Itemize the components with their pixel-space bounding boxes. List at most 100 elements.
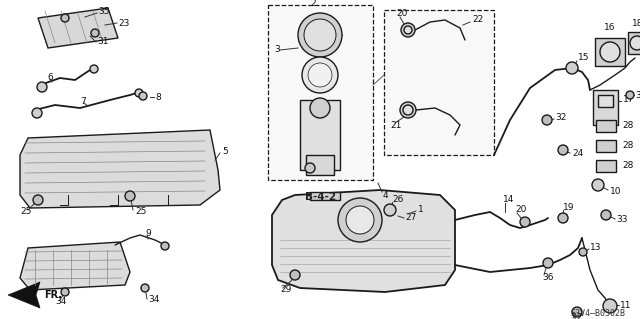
Text: 35: 35	[98, 6, 109, 16]
Circle shape	[592, 179, 604, 191]
Bar	[300, 100, 340, 170]
Text: 28: 28	[622, 161, 634, 170]
Bar	[268, 5, 373, 180]
Polygon shape	[20, 242, 130, 290]
Circle shape	[558, 213, 568, 223]
Polygon shape	[8, 282, 40, 308]
Circle shape	[630, 36, 640, 50]
Bar	[596, 140, 616, 152]
Circle shape	[400, 102, 416, 118]
Circle shape	[543, 258, 553, 268]
Circle shape	[346, 206, 374, 234]
Bar	[596, 120, 616, 132]
Circle shape	[298, 13, 342, 57]
Circle shape	[308, 63, 332, 87]
Text: 36: 36	[542, 273, 554, 283]
Text: 31: 31	[97, 38, 109, 47]
Circle shape	[566, 62, 578, 74]
Bar	[310, 192, 340, 200]
Text: 8: 8	[155, 93, 161, 101]
Circle shape	[401, 23, 415, 37]
Text: 4: 4	[383, 190, 388, 199]
Text: 23: 23	[118, 19, 129, 27]
Polygon shape	[38, 8, 118, 48]
Circle shape	[404, 26, 412, 34]
Bar	[628, 32, 640, 54]
Bar	[596, 160, 616, 172]
Text: 32: 32	[555, 114, 566, 122]
Circle shape	[558, 145, 568, 155]
Circle shape	[338, 198, 382, 242]
Text: FR.: FR.	[44, 290, 62, 300]
Bar	[598, 95, 613, 107]
Circle shape	[135, 89, 143, 97]
Text: 16: 16	[604, 24, 616, 33]
Circle shape	[125, 191, 135, 201]
Text: 12: 12	[572, 314, 584, 319]
Bar	[384, 10, 494, 155]
Circle shape	[290, 270, 300, 280]
Text: S3V4–B0302B: S3V4–B0302B	[570, 308, 625, 317]
Text: 18: 18	[632, 19, 640, 28]
Circle shape	[302, 57, 338, 93]
Text: 1: 1	[418, 205, 424, 214]
Text: 34: 34	[148, 295, 159, 305]
Circle shape	[601, 210, 611, 220]
Text: 17: 17	[623, 95, 634, 105]
Circle shape	[139, 92, 147, 100]
Circle shape	[603, 299, 617, 313]
Circle shape	[600, 42, 620, 62]
Text: 33: 33	[616, 216, 627, 225]
Text: 28: 28	[622, 142, 634, 151]
Circle shape	[161, 242, 169, 250]
Text: B-4-2: B-4-2	[305, 192, 336, 202]
Text: 7: 7	[80, 98, 86, 107]
Text: 19: 19	[563, 204, 575, 212]
Text: 9: 9	[145, 228, 151, 238]
Text: 10: 10	[610, 188, 621, 197]
Circle shape	[403, 105, 413, 115]
Circle shape	[572, 307, 582, 317]
Text: 20: 20	[396, 10, 408, 19]
Text: 34: 34	[55, 298, 67, 307]
Text: 29: 29	[280, 286, 291, 294]
Text: 24: 24	[572, 149, 583, 158]
Text: 3: 3	[274, 46, 280, 55]
Text: 13: 13	[590, 243, 602, 253]
Text: 15: 15	[578, 54, 589, 63]
Circle shape	[37, 82, 47, 92]
Circle shape	[304, 19, 336, 51]
Text: 5: 5	[222, 147, 228, 157]
Text: 28: 28	[622, 122, 634, 130]
Circle shape	[310, 98, 330, 118]
Bar	[595, 38, 625, 66]
Text: 27: 27	[405, 213, 417, 222]
Circle shape	[61, 14, 69, 22]
Bar	[306, 155, 334, 175]
Circle shape	[520, 217, 530, 227]
Circle shape	[384, 204, 396, 216]
Polygon shape	[272, 190, 455, 292]
Circle shape	[91, 29, 99, 37]
Circle shape	[61, 288, 69, 296]
Text: 6: 6	[47, 73, 52, 83]
Circle shape	[626, 91, 634, 99]
Text: 20: 20	[515, 205, 526, 214]
Text: 2: 2	[310, 0, 316, 9]
Text: 26: 26	[392, 196, 403, 204]
Bar	[593, 90, 618, 125]
Circle shape	[579, 248, 587, 256]
Circle shape	[305, 163, 315, 173]
Text: 21: 21	[390, 121, 401, 130]
Circle shape	[141, 284, 149, 292]
Polygon shape	[20, 130, 220, 208]
Circle shape	[542, 115, 552, 125]
Text: 30: 30	[635, 91, 640, 100]
Text: 25: 25	[135, 207, 147, 217]
Circle shape	[33, 195, 43, 205]
Text: 11: 11	[620, 301, 632, 310]
Circle shape	[90, 65, 98, 73]
Text: 22: 22	[472, 16, 483, 25]
Circle shape	[32, 108, 42, 118]
Text: 25: 25	[20, 207, 31, 217]
